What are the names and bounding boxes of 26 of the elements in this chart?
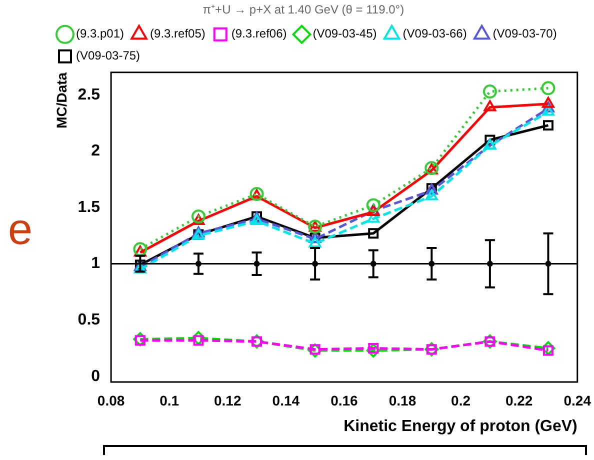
x-tick-label: 0.12 [214, 392, 242, 408]
legend-label: (9.3.p01) [76, 26, 124, 41]
y-tick-label: 2.5 [78, 86, 100, 104]
text: e [8, 205, 32, 255]
legend-label: (9.3.ref05) [150, 26, 206, 41]
x-tick-label: 0.16 [330, 392, 358, 408]
x-tick-label: 0.08 [97, 392, 125, 408]
legend-title: π⁺+U → p+X at 1.40 GeV (θ = 119.0°) [202, 2, 404, 16]
y-axis-title: MC/Data [53, 72, 70, 128]
legend-label: (9.3.ref06) [231, 26, 287, 41]
legend-label: (V09-03-75) [76, 48, 140, 63]
y-tick-label: 0.5 [78, 311, 100, 328]
y-tick-label: 0 [91, 368, 100, 385]
x-axis-title: Kinetic Energy of proton (GeV) [344, 418, 578, 435]
legend-label: (V09-03-70) [492, 26, 557, 41]
x-tick-label: 0.22 [505, 392, 533, 408]
x-tick-label: 0.2 [451, 392, 471, 408]
y-tick-label: 2 [91, 142, 100, 160]
legend-label: (V09-03-45) [312, 26, 377, 41]
x-tick-label: 0.24 [564, 392, 592, 408]
x-tick-label: 0.1 [160, 392, 180, 408]
legend-label: (V09-03-66) [402, 26, 467, 41]
y-tick-label: 1 [91, 255, 100, 272]
x-tick-label: 0.14 [272, 392, 300, 408]
y-tick-label: 1.5 [78, 198, 100, 216]
x-tick-label: 0.18 [388, 392, 416, 408]
